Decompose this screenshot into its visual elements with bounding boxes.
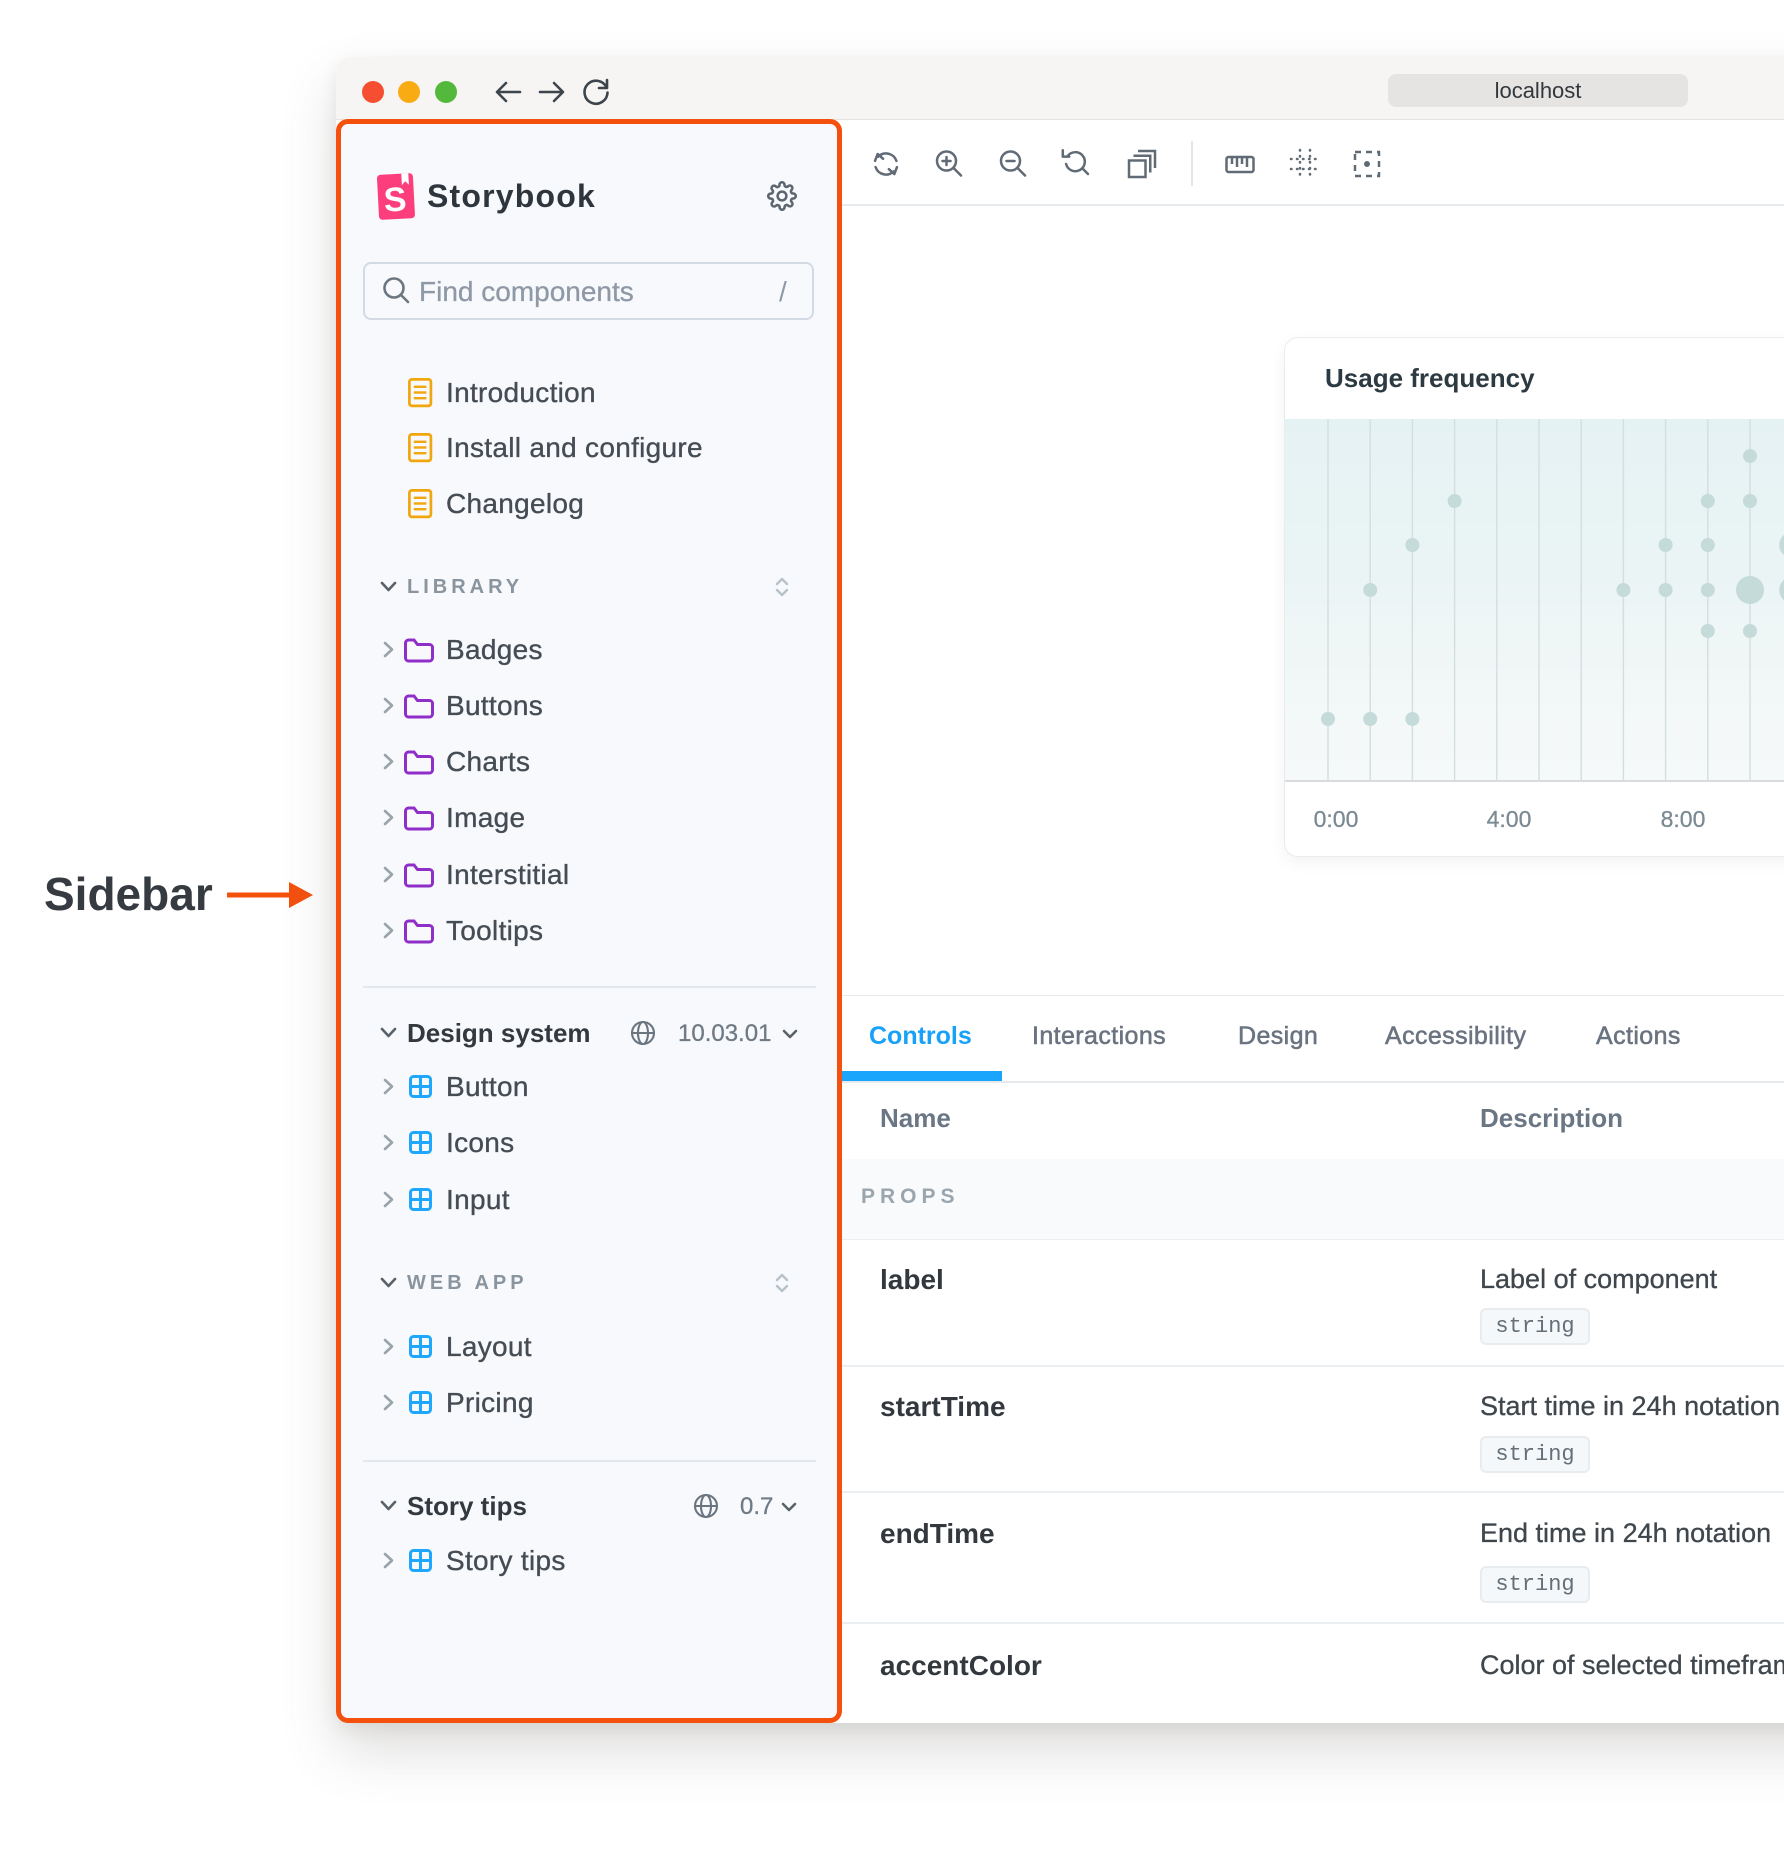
svg-text:S: S [383,180,408,219]
